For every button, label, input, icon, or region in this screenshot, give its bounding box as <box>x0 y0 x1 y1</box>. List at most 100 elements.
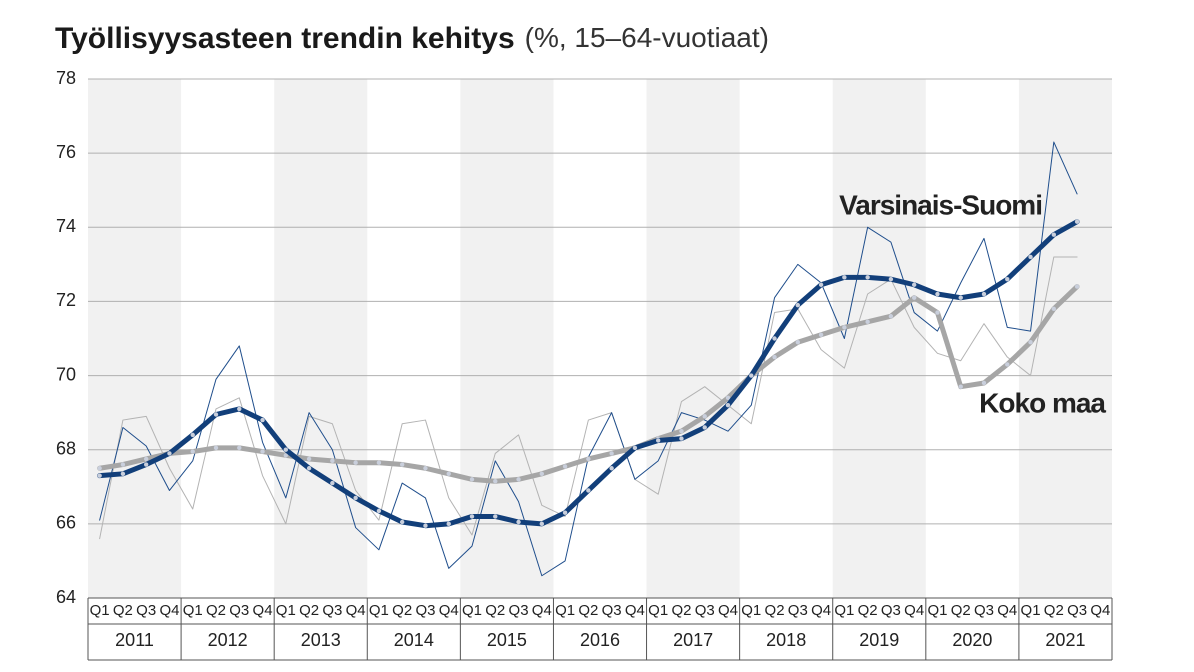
point <box>376 460 382 465</box>
x-tick-label: Q3 <box>788 602 808 619</box>
point <box>353 495 358 501</box>
point <box>423 523 428 528</box>
point <box>911 282 917 287</box>
point <box>772 336 777 341</box>
x-tick-label: Q4 <box>532 602 552 619</box>
point <box>446 471 451 477</box>
point <box>795 302 801 308</box>
point <box>283 453 289 458</box>
x-tick-label: Q1 <box>369 602 389 619</box>
year-label: 2021 <box>1045 630 1085 650</box>
x-tick-label: Q3 <box>1067 602 1087 619</box>
point <box>283 447 289 452</box>
series-label: Varsinais-Suomi <box>839 189 1042 220</box>
point <box>353 460 358 465</box>
point <box>586 456 591 462</box>
x-tick-label: Q4 <box>811 602 831 619</box>
point <box>97 466 102 471</box>
point <box>330 480 335 486</box>
point <box>725 395 731 401</box>
year-band <box>460 79 554 598</box>
point <box>1028 254 1033 260</box>
point <box>97 473 102 478</box>
y-tick-label: 68 <box>56 438 76 458</box>
point <box>818 282 824 287</box>
point <box>679 436 684 441</box>
year-band <box>832 79 926 598</box>
point <box>190 432 195 438</box>
point <box>399 519 405 525</box>
point <box>469 477 475 482</box>
x-tick-label: Q2 <box>765 602 785 619</box>
point <box>935 310 940 315</box>
x-tick-label: Q4 <box>439 602 459 619</box>
x-tick-label: Q3 <box>415 602 435 619</box>
point <box>702 425 707 430</box>
series-label: Koko maa <box>979 387 1106 418</box>
point <box>376 508 382 514</box>
x-tick-label: Q4 <box>625 602 645 619</box>
x-tick-label: Q2 <box>113 602 133 619</box>
year-label: 2017 <box>673 630 713 650</box>
point <box>1051 232 1057 237</box>
point <box>865 275 870 280</box>
point <box>539 471 545 477</box>
x-tick-label: Q2 <box>392 602 412 619</box>
subtitle: (%, 15–64-vuotiaat) <box>525 22 769 53</box>
point <box>306 456 312 462</box>
point <box>609 451 614 456</box>
x-tick-label: Q1 <box>276 602 296 619</box>
year-label: 2018 <box>766 630 806 650</box>
year-label: 2016 <box>580 630 620 650</box>
x-tick-label: Q1 <box>462 602 482 619</box>
point <box>609 466 614 471</box>
x-tick-label: Q3 <box>136 602 156 619</box>
point <box>911 295 917 300</box>
year-label: 2019 <box>859 630 899 650</box>
point <box>772 354 777 360</box>
x-tick-label: Q3 <box>881 602 901 619</box>
series-line <box>97 284 1080 484</box>
point <box>749 373 754 378</box>
y-tick-label: 78 <box>56 68 76 88</box>
year-band <box>274 79 368 598</box>
x-tick-label: Q4 <box>997 602 1017 619</box>
x-tick-label: Q1 <box>183 602 203 619</box>
series-line <box>99 256 1078 540</box>
point <box>1074 284 1080 289</box>
point <box>237 406 242 412</box>
x-tick-label: Q1 <box>927 602 947 619</box>
point <box>935 291 940 297</box>
year-label: 2020 <box>952 630 992 650</box>
point <box>516 519 521 525</box>
x-tick-label: Q2 <box>206 602 226 619</box>
point <box>725 403 731 408</box>
x-tick-label: Q1 <box>555 602 575 619</box>
point <box>446 521 451 527</box>
x-tick-label: Q2 <box>951 602 971 619</box>
y-tick-label: 64 <box>56 587 76 607</box>
point <box>562 464 568 469</box>
point <box>586 488 591 493</box>
point <box>958 384 963 389</box>
point <box>399 462 405 467</box>
x-tick-label: Q1 <box>90 602 110 619</box>
point <box>213 412 219 417</box>
x-tick-label: Q1 <box>648 602 668 619</box>
x-tick-label: Q3 <box>509 602 529 619</box>
y-tick-label: 76 <box>56 142 76 162</box>
point <box>632 445 638 451</box>
x-tick-label: Q2 <box>299 602 319 619</box>
x-tick-label: Q3 <box>695 602 715 619</box>
x-tick-label: Q3 <box>974 602 994 619</box>
point <box>539 521 545 527</box>
year-label: 2011 <box>115 630 154 650</box>
point <box>260 449 265 454</box>
year-label: 2012 <box>208 630 248 650</box>
y-tick-label: 72 <box>56 290 76 310</box>
point <box>1074 219 1080 224</box>
x-tick-label: Q2 <box>671 602 691 619</box>
y-tick-label: 66 <box>56 513 76 533</box>
x-tick-label: Q2 <box>485 602 505 619</box>
